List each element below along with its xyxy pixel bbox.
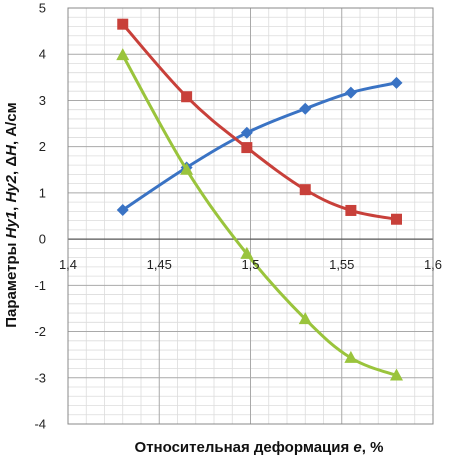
y-tick-label: 4 bbox=[39, 47, 46, 62]
y-tick-label: -1 bbox=[34, 278, 46, 293]
data-point-square bbox=[181, 91, 193, 103]
data-point-diamond bbox=[344, 86, 357, 99]
y-tick-label: 3 bbox=[39, 93, 46, 108]
y-tick-label: 1 bbox=[39, 185, 46, 200]
data-point-diamond bbox=[116, 203, 129, 216]
x-tick-label: 1,6 bbox=[424, 257, 442, 272]
data-point-triangle bbox=[240, 246, 254, 259]
y-tick-label: -3 bbox=[34, 370, 46, 385]
data-point-triangle bbox=[344, 350, 358, 363]
major-grid bbox=[67, 7, 434, 425]
data-point-triangle bbox=[390, 368, 403, 381]
data-point-diamond bbox=[299, 102, 312, 115]
x-tick-label: 1,5 bbox=[241, 257, 259, 272]
series-line bbox=[121, 23, 397, 221]
x-tick-labels: 1,4 1,45 1,5 1,55 1,6 bbox=[59, 257, 442, 272]
x-axis-title: Относительная деформация e, % bbox=[135, 439, 384, 456]
y-tick-labels: -4 -3 -2 -1 0 1 2 3 4 5 bbox=[34, 1, 46, 432]
x-tick-label: 1,45 bbox=[147, 257, 172, 272]
y-tick-label: 0 bbox=[39, 232, 46, 247]
series-2 bbox=[117, 18, 402, 225]
x-tick-label: 1,4 bbox=[59, 257, 77, 272]
y-tick-label: 2 bbox=[39, 139, 46, 154]
y-axis-title: Параметры Hy1, Hy2, ΔH, А/см bbox=[3, 102, 20, 328]
data-point-triangle bbox=[298, 312, 312, 325]
y-tick-label: 5 bbox=[39, 1, 46, 16]
data-point-diamond bbox=[390, 76, 403, 89]
data-point-square bbox=[117, 18, 129, 30]
data-point-square bbox=[299, 184, 311, 196]
data-point-triangle bbox=[116, 48, 130, 61]
data-point-square bbox=[345, 204, 357, 216]
y-tick-label: -4 bbox=[34, 417, 46, 432]
series-layer bbox=[116, 18, 403, 381]
x-tick-label: 1,55 bbox=[329, 257, 354, 272]
y-tick-label: -2 bbox=[34, 324, 46, 339]
data-point-square bbox=[391, 213, 402, 225]
series-3 bbox=[116, 48, 403, 381]
data-point-triangle bbox=[180, 162, 194, 175]
plot-area-border bbox=[67, 7, 434, 425]
data-point-square bbox=[241, 142, 253, 154]
data-point-diamond bbox=[240, 126, 253, 139]
